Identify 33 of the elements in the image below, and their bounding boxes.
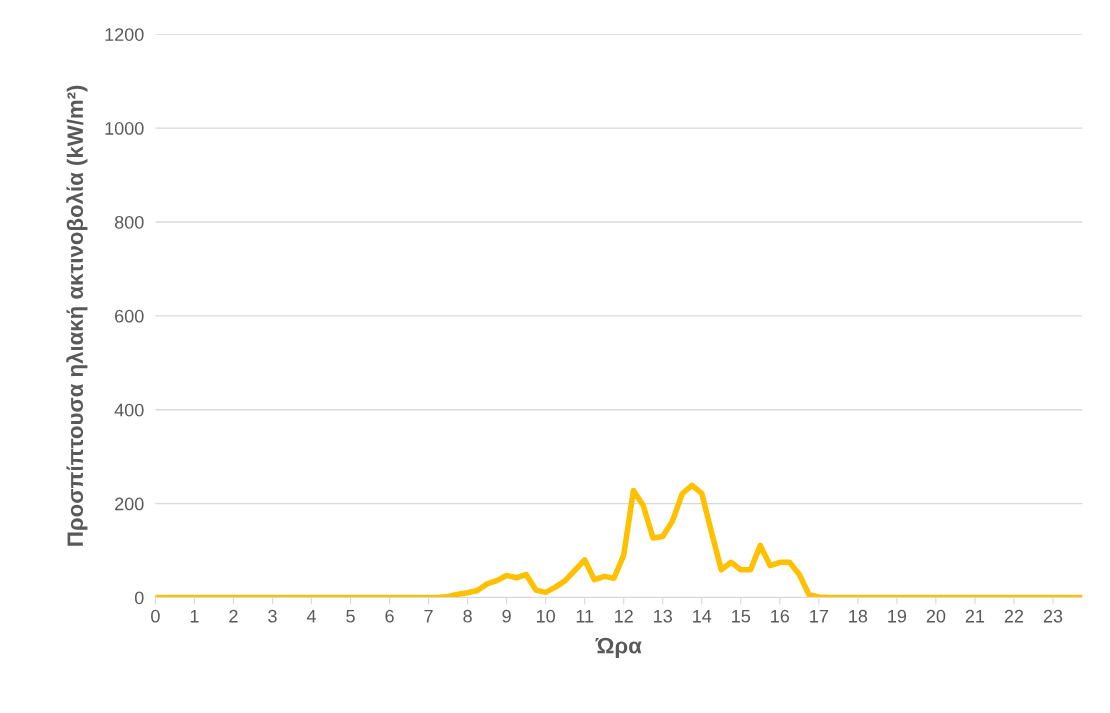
x-tick-label: 22 bbox=[1004, 609, 1024, 623]
y-tick-label: 0 bbox=[134, 591, 144, 605]
y-tick-label: 800 bbox=[114, 215, 144, 229]
y-axis-title: Προσπίπτουσα ηλιακή ακτινοβολία (kW/m²) bbox=[66, 85, 88, 546]
x-tick-label: 10 bbox=[536, 609, 555, 623]
x-tick-label: 6 bbox=[385, 609, 394, 623]
x-tick-label: 23 bbox=[1043, 609, 1063, 623]
y-tick-label: 400 bbox=[114, 403, 144, 417]
x-tick-label: 14 bbox=[693, 609, 712, 623]
x-tick-label: 4 bbox=[306, 609, 316, 623]
x-axis-title: Ώρα bbox=[595, 637, 642, 658]
y-tick-label: 1000 bbox=[105, 122, 144, 135]
x-tick-label: 1 bbox=[190, 609, 199, 623]
x-tick-label: 9 bbox=[502, 609, 511, 623]
x-tick-label: 21 bbox=[965, 609, 985, 623]
x-tick-label: 7 bbox=[424, 609, 433, 623]
x-tick-label: 16 bbox=[771, 609, 790, 623]
x-tick-label: 8 bbox=[463, 609, 472, 623]
y-tick-label: 200 bbox=[115, 497, 144, 511]
x-tick-label: 17 bbox=[810, 609, 828, 623]
x-tick-label: 19 bbox=[888, 609, 907, 623]
x-tick-label: 13 bbox=[654, 609, 672, 623]
x-tick-label: 0 bbox=[151, 609, 160, 623]
x-tick-label: 15 bbox=[732, 609, 751, 623]
x-tick-label: 5 bbox=[346, 609, 355, 623]
x-tick-label: 2 bbox=[229, 609, 238, 623]
x-tick-label: 12 bbox=[615, 609, 633, 623]
y-tick-label: 600 bbox=[115, 309, 144, 323]
y-tick-label: 1200 bbox=[105, 28, 144, 41]
x-tick-label: 20 bbox=[926, 609, 946, 623]
x-tick-label: 18 bbox=[849, 609, 868, 623]
x-tick-label: 11 bbox=[576, 609, 594, 623]
x-tick-label: 3 bbox=[268, 609, 277, 623]
